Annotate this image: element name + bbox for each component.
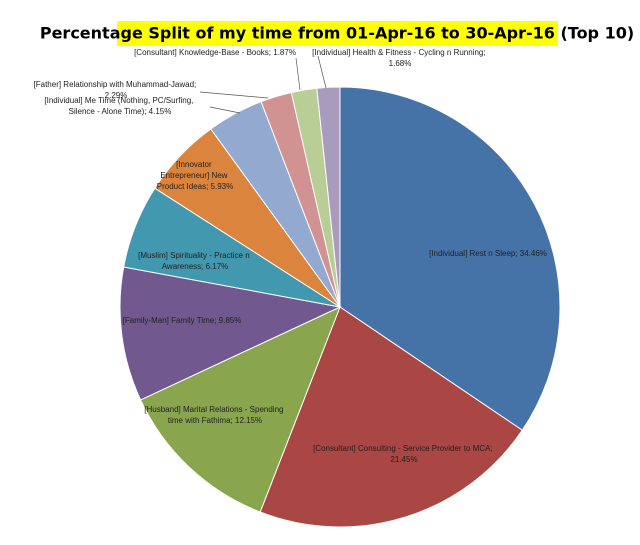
leader-line [317,55,327,89]
label-line: Awareness; 6.17% [162,262,229,271]
leader-line [295,57,301,91]
label-line: 21.45% [390,455,417,464]
data-label: [Innovator Entrepreneur] New Product Ide… [157,160,234,191]
data-label: [Consultant] Knowledge-Base - Books; 1.8… [134,48,296,57]
pie-slice [139,306,341,513]
pie-slice [316,86,341,308]
leader-line [199,91,269,99]
data-label: [Father] Relationship with Muhammad-Jawa… [34,80,199,100]
label-line: [Husband] Marital Relations - Spending [144,405,285,414]
label-line: Silence - Alone Time); 4.15% [69,107,172,116]
pie-slice [339,86,561,431]
data-label: [Family-Man] Family Time; 9.85% [123,316,242,325]
label-line: [Innovator [176,160,214,169]
data-label: [Individual] Me Time (Nothing, PC/Surfin… [44,96,195,116]
data-label: [Individual] Rest n Sleep; 34.46% [429,249,547,258]
label-line: [Individual] Health & Fitness - Cycling … [312,48,488,57]
label-line: 1.68% [389,59,412,68]
label-line: time with Fathima; 12.15% [168,416,262,425]
label-line: 2.29% [105,91,128,100]
pie-slice [259,306,523,528]
label-line: [Muslim] Spirituality - Practice n [138,251,252,260]
data-label: [Muslim] Spirituality - Practice n Aware… [138,251,252,271]
label-line: Product Ideas; 5.93% [157,182,234,191]
label-line: [Consultant] Knowledge-Base - Books; 1.8… [134,48,296,57]
leader-line [209,106,241,114]
data-label: [Consultant] Consulting - Service Provid… [313,444,495,464]
data-label: [Husband] Marital Relations - Spending t… [144,405,285,425]
label-line: [Family-Man] Family Time; 9.85% [123,316,242,325]
pie-slice [119,266,342,401]
label-line: [Individual] Me Time (Nothing, PC/Surfin… [44,96,195,105]
label-line: [Consultant] Consulting - Service Provid… [313,444,495,453]
chart-title: Percentage Split of my time from 01-Apr-… [40,24,634,43]
title-highlight [117,21,558,46]
label-line: [Individual] Rest n Sleep; 34.46% [429,249,547,258]
label-line: [Father] Relationship with Muhammad-Jawa… [34,80,199,89]
label-line: Entrepreneur] New [160,171,229,180]
data-label: [Individual] Health & Fitness - Cycling … [312,48,488,68]
